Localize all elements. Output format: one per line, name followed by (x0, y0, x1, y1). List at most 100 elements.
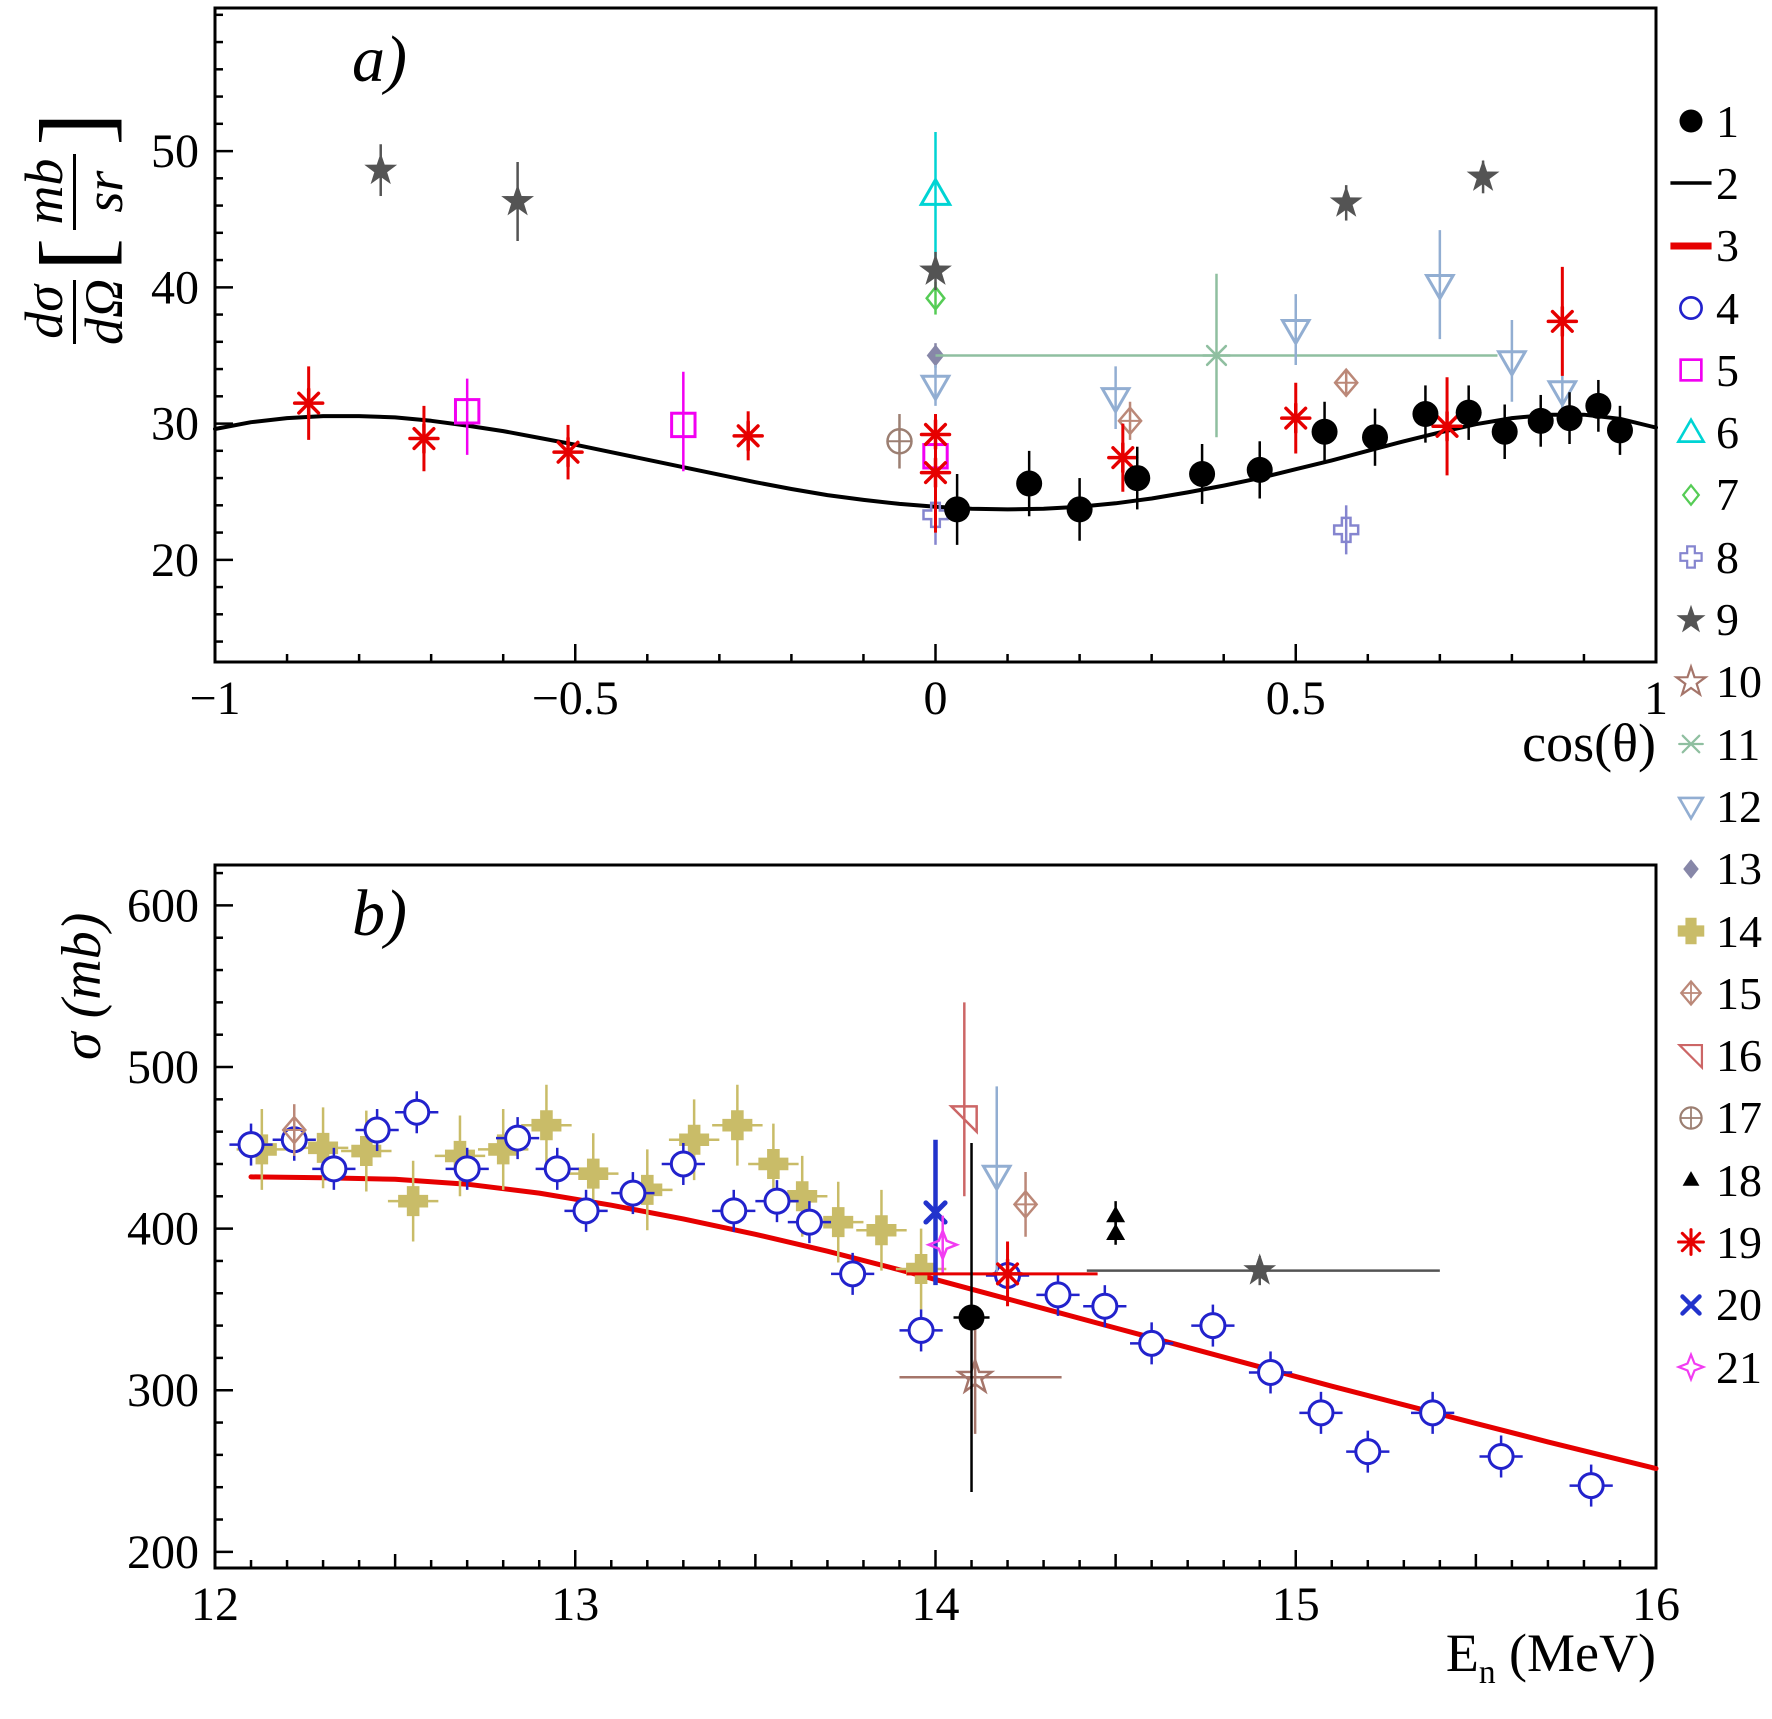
y-tick-label: 600 (127, 879, 199, 932)
legend-item-3: 3 (1668, 215, 1762, 277)
ticks-a (213, 13, 1658, 662)
x-tick-label: 16 (1632, 1578, 1680, 1631)
legend-item-10: 10 (1668, 651, 1762, 713)
x-tick-label: −1 (189, 672, 240, 725)
legend-label: 1 (1716, 95, 1739, 147)
cross-open-icon (1679, 545, 1703, 569)
plus-filled-icon (1677, 917, 1705, 945)
legend-item-19: 19 (1668, 1211, 1762, 1273)
series-21-panel-b (925, 1215, 961, 1274)
subscript-n: n (1478, 1653, 1496, 1691)
legend-label: 3 (1716, 220, 1739, 272)
mb-numerator: mb (14, 153, 77, 230)
x-tick-label: 12 (191, 1578, 239, 1631)
legend: 1 2 3 4 5 6 7 8 9 10 11 12 13 14 15 16 17 18 19 20 21 (1668, 90, 1762, 1398)
panel-a-y-axis-label: dσ dΩ [ mb sr ] (14, 112, 135, 345)
star-filled-icon (1676, 604, 1706, 632)
diamond-cross-open-icon (1679, 980, 1703, 1007)
series-15-panel-a (1117, 367, 1359, 440)
legend-item-5: 5 (1668, 339, 1762, 401)
y-tick-label: 40 (151, 261, 199, 314)
legend-label: 6 (1716, 407, 1739, 459)
triangle-down-open-icon (1676, 797, 1706, 822)
legend-label: 8 (1716, 531, 1739, 583)
series-1-panel-b (953, 1142, 990, 1493)
asterisk-icon (1678, 734, 1704, 754)
hline-icon (1670, 242, 1712, 250)
x-tick-label: 0 (924, 672, 948, 725)
legend-item-9: 9 (1668, 588, 1762, 650)
pennant-open-icon (1676, 1043, 1704, 1070)
series-1-panel-a (944, 379, 1633, 545)
fit-curve-b (248, 1174, 1659, 1472)
series-6-panel-a (918, 131, 953, 258)
left-bracket: [ (18, 237, 130, 271)
triangle-up-filled-icon (1682, 1171, 1700, 1186)
legend-label: 19 (1716, 1216, 1762, 1268)
legend-item-7: 7 (1668, 464, 1762, 526)
circle-plus-open-icon (1679, 1106, 1703, 1130)
legend-item-16: 16 (1668, 1024, 1762, 1086)
series-5-panel-a (453, 371, 949, 473)
legend-item-14: 14 (1668, 900, 1762, 962)
y-tick-label: 400 (127, 1203, 199, 1256)
domega-denominator: dΩ (74, 278, 135, 345)
series-10-panel-b (899, 1320, 1062, 1434)
legend-item-8: 8 (1668, 526, 1762, 588)
x-tick-label: −0.5 (532, 672, 619, 725)
legend-label: 2 (1716, 157, 1739, 209)
y-tick-label: 30 (151, 398, 199, 451)
panel-a-x-axis-label: cos(θ) (1522, 713, 1656, 773)
x-tick-label: 14 (912, 1578, 960, 1631)
ticks-b (213, 871, 1658, 1568)
dsigma-domega-fraction: dσ dΩ (14, 278, 135, 345)
legend-label: 10 (1716, 656, 1762, 708)
legend-label: 17 (1716, 1092, 1762, 1144)
legend-label: 7 (1716, 469, 1739, 521)
sr-denominator: sr (74, 170, 135, 213)
diamond-filled-icon (1683, 858, 1699, 879)
legend-label: 11 (1716, 718, 1761, 770)
series-12-panel-a (919, 230, 1579, 430)
y-tick-label: 50 (151, 125, 199, 178)
legend-item-21: 21 (1668, 1336, 1762, 1398)
y-tick-label: 200 (127, 1526, 199, 1579)
legend-label: 20 (1716, 1279, 1762, 1331)
diamond-open-icon (1681, 483, 1701, 507)
panel-b-title: b) (352, 877, 407, 950)
series-17-panel-a (886, 414, 913, 469)
legend-label: 13 (1716, 843, 1762, 895)
series-12-panel-b (980, 1086, 1013, 1276)
star-open-icon (1673, 663, 1709, 697)
x-bold-icon (1680, 1294, 1702, 1316)
burst-icon (1677, 1228, 1705, 1257)
panel-b-y-axis-label: σ (mb) (51, 912, 113, 1060)
mb-sr-fraction: mb sr (14, 153, 135, 230)
legend-label: 4 (1716, 282, 1739, 334)
legend-item-13: 13 (1668, 838, 1762, 900)
legend-item-4: 4 (1668, 277, 1762, 339)
legend-label: 14 (1716, 905, 1762, 957)
legend-item-20: 20 (1668, 1274, 1762, 1336)
panel-a: −1 −0.5 0 0.5 1 20 30 40 50 (151, 6, 1668, 725)
energy-symbol: E (1445, 1623, 1479, 1683)
series-15-panel-b (281, 1104, 1039, 1237)
x-tick-label: 13 (551, 1578, 599, 1631)
legend-item-15: 15 (1668, 962, 1762, 1024)
x-tick-label: 1 (1644, 672, 1668, 725)
legend-label: 15 (1716, 967, 1762, 1019)
x-tick-label: 15 (1272, 1578, 1320, 1631)
hline-icon (1670, 181, 1712, 186)
series-9-panel-a (364, 144, 1500, 291)
circle-open-icon (1679, 296, 1703, 320)
star4-open-icon (1675, 1351, 1707, 1383)
panel-b-x-axis-label: En (MeV) (1190, 1622, 1656, 1692)
circle-filled-icon (1679, 109, 1703, 133)
legend-item-1: 1 (1668, 90, 1762, 152)
series-18-panel-b (1106, 1201, 1126, 1245)
dsigma-numerator: dσ (14, 280, 77, 344)
legend-item-6: 6 (1668, 401, 1762, 463)
panel-a-title: a) (352, 23, 407, 96)
x-tick-label: 0.5 (1266, 672, 1326, 725)
